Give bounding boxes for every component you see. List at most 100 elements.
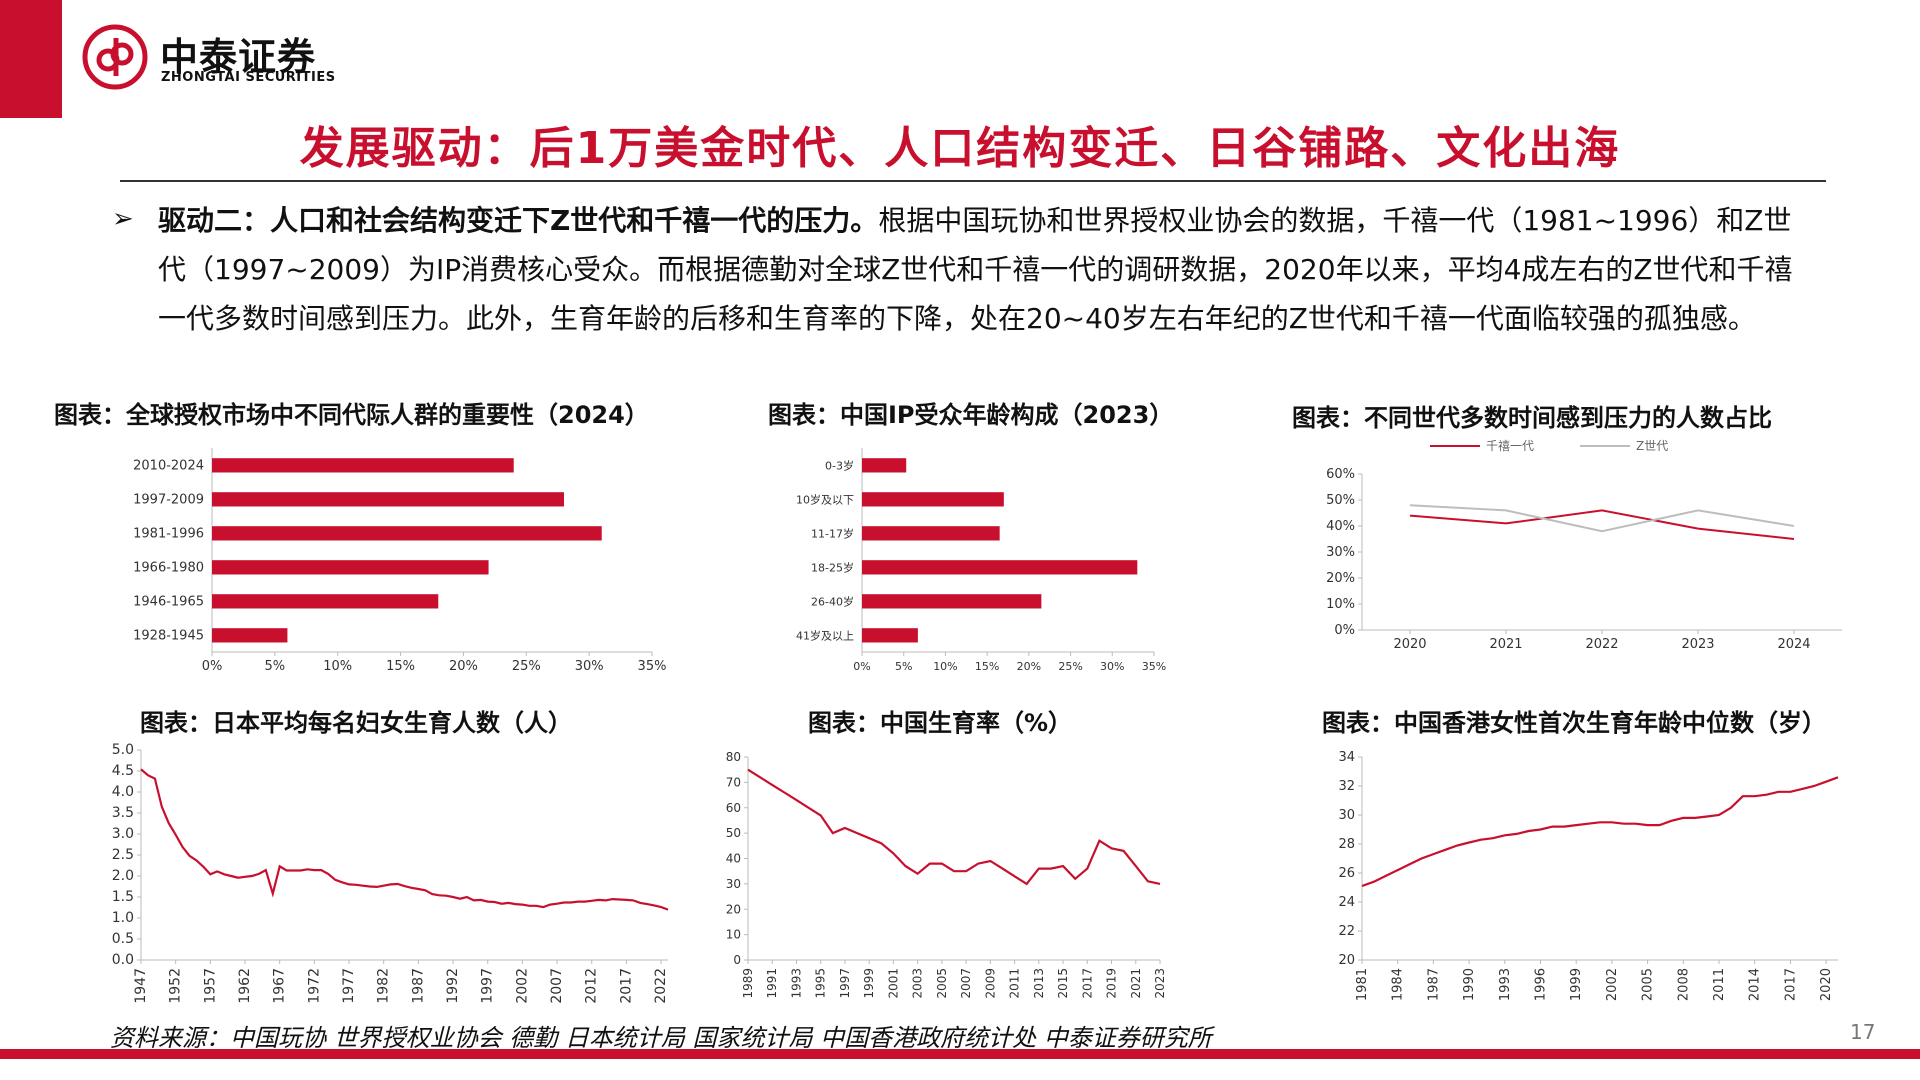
page-number: 17 [1850, 1020, 1876, 1044]
x-tick-label: 35% [1142, 660, 1166, 673]
y-tick-label: 80 [726, 750, 741, 764]
x-tick-label: 1967 [272, 968, 288, 1004]
y-tick-label: 26 [1338, 866, 1355, 881]
x-tick-label: 2013 [1032, 968, 1046, 999]
x-tick-label: 2017 [1783, 968, 1798, 1001]
x-tick-label: 1996 [1534, 968, 1549, 1001]
x-tick-label: 15% [386, 659, 415, 674]
bar-1 [212, 458, 514, 473]
bar-5 [862, 594, 1042, 609]
x-tick-label: 15% [975, 660, 999, 673]
x-tick-label: 2007 [549, 968, 565, 1004]
y-tick-label: 40 [726, 852, 741, 866]
category-label: 2010-2024 [133, 458, 204, 473]
y-tick-label: 3.5 [112, 805, 134, 821]
brand-name-en: ZHONGTAI SECURITIES [161, 70, 336, 85]
x-tick-label: 25% [512, 659, 541, 674]
x-tick-label: 0% [853, 660, 870, 673]
x-tick-label: 1999 [862, 968, 876, 999]
x-tick-label: 1989 [741, 968, 755, 999]
x-tick-label: 2011 [1008, 968, 1022, 999]
y-tick-label: 10% [1326, 597, 1355, 612]
y-tick-label: 4.5 [112, 763, 134, 779]
x-tick-label: 5% [895, 660, 912, 673]
bar-3 [212, 526, 602, 541]
x-tick-label: 1999 [1569, 968, 1584, 1001]
x-tick-label: 25% [1058, 660, 1082, 673]
x-tick-label: 0% [202, 659, 223, 674]
x-tick-label: 2020 [1819, 968, 1834, 1001]
x-tick-label: 2003 [911, 968, 925, 999]
x-tick-label: 2002 [1605, 968, 1620, 1001]
x-tick-label: 1990 [1462, 968, 1477, 1001]
x-tick-label: 2011 [1712, 968, 1727, 1001]
y-tick-label: 2.0 [112, 868, 134, 884]
y-tick-label: 20% [1326, 571, 1355, 586]
legend-label-1: 千禧一代 [1486, 439, 1534, 453]
x-tick-label: 2021 [1129, 968, 1143, 999]
bar-4 [212, 560, 489, 575]
y-tick-label: 1.0 [112, 910, 134, 926]
y-tick-label: 1.5 [112, 889, 134, 905]
x-tick-label: 1962 [237, 968, 253, 1004]
x-tick-label: 2021 [1489, 637, 1522, 652]
y-tick-label: 2.5 [112, 847, 134, 863]
bar-2 [212, 492, 564, 507]
chart-title-c5: 图表：中国生育率（%） [808, 709, 1073, 737]
bar-5 [212, 594, 439, 609]
x-tick-label: 2002 [514, 968, 530, 1004]
x-tick-label: 2007 [959, 968, 973, 999]
x-tick-label: 35% [638, 659, 667, 674]
x-tick-label: 1984 [1391, 968, 1406, 1001]
y-tick-label: 70 [726, 775, 741, 789]
x-tick-label: 2014 [1748, 968, 1763, 1001]
category-label: 10岁及以下 [796, 492, 854, 506]
bottom-bar [0, 1049, 1920, 1059]
category-label: 11-17岁 [811, 526, 854, 540]
y-tick-label: 40% [1326, 519, 1355, 534]
x-tick-label: 20% [1017, 660, 1041, 673]
category-label: 1946-1965 [133, 594, 204, 609]
x-tick-label: 2005 [935, 968, 949, 999]
x-tick-label: 2017 [618, 968, 634, 1004]
y-tick-label: 60% [1326, 467, 1355, 482]
y-tick-label: 0.0 [112, 952, 134, 968]
x-tick-label: 1972 [306, 968, 322, 1004]
chart-title-c3: 图表：不同世代多数时间感到压力的人数占比 [1292, 404, 1772, 432]
bar-4 [862, 560, 1138, 575]
x-tick-label: 2005 [1641, 968, 1656, 1001]
x-tick-label: 10% [933, 660, 957, 673]
x-tick-label: 1993 [1498, 968, 1513, 1001]
x-tick-label: 30% [1100, 660, 1124, 673]
x-tick-label: 2024 [1777, 637, 1810, 652]
brand-name: 中泰证券 [160, 35, 317, 79]
category-label: 1928-1945 [133, 628, 204, 643]
category-label: 1966-1980 [133, 560, 204, 575]
series-line-1 [140, 768, 669, 911]
chart-title-c4: 图表：日本平均每名妇女生育人数（人） [140, 709, 572, 737]
bar-6 [862, 628, 918, 643]
y-tick-label: 28 [1338, 837, 1355, 852]
category-label: 1981-1996 [133, 526, 204, 541]
chart-title-c2: 图表：中国IP受众年龄构成（2023） [768, 401, 1174, 429]
chart-c6: 20 22 24 26 28 30 32 34 1981 1984 1987 1990 1993 1996… [1338, 750, 1839, 1001]
y-tick-label: 30% [1326, 545, 1355, 560]
series-line-1 [747, 768, 1161, 886]
y-tick-label: 32 [1338, 779, 1355, 794]
bullet-arrow-icon: ➢ [112, 204, 134, 234]
y-tick-label: 4.0 [112, 784, 134, 800]
category-label: 18-25岁 [811, 560, 854, 574]
x-tick-label: 1995 [814, 968, 828, 999]
series-line-1 [1361, 776, 1839, 888]
x-tick-label: 2020 [1393, 637, 1426, 652]
intro-body: 根据中国玩协和世界授权业协会的数据，千禧一代（1981~1996）和Z世代（19… [158, 204, 1793, 335]
y-tick-label: 20 [1338, 953, 1355, 968]
category-label: 26-40岁 [811, 594, 854, 608]
y-tick-label: 22 [1338, 924, 1355, 939]
chart-c4: 0.0 0.5 1.0 1.5 2.0 2.5 3.0 3.5 4.0 4.5 5.0 1947 195… [112, 742, 669, 1004]
x-tick-label: 1992 [445, 968, 461, 1004]
chart-c1: 2010-2024 1997-2009 1981-1996 1966-1980 1946… [133, 448, 667, 674]
category-label: 41岁及以上 [796, 628, 854, 642]
y-tick-label: 0% [1334, 623, 1355, 638]
bar-1 [862, 458, 907, 473]
